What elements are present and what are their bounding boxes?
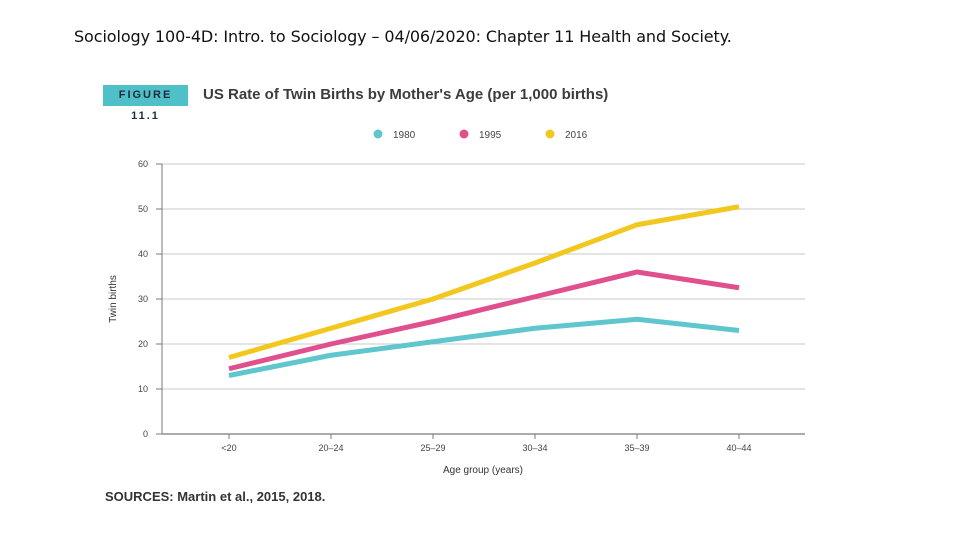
legend-label: 1995 [479,130,502,141]
y-tick-label: 40 [138,249,148,259]
y-axis-ticks: 0 10 20 30 40 50 60 [138,159,162,439]
x-tick-label: 30–34 [522,443,547,453]
series-line-2016 [228,204,740,360]
figure-title: US Rate of Twin Births by Mother's Age (… [203,86,609,103]
x-tick-label: 40–44 [726,443,751,453]
legend-label: 1980 [393,130,416,141]
legend-swatch [459,129,469,139]
chart-series-lines [228,204,740,378]
figure-sources: SOURCES: Martin et al., 2015, 2018. [105,489,326,504]
chart-gridlines [161,163,805,435]
legend-item-2016: 2016 [545,129,588,141]
x-tick-label: 35–39 [624,443,649,453]
legend-swatch [373,129,383,139]
legend-swatch [545,129,555,139]
series-line-1995 [228,269,740,372]
y-tick-label: 10 [138,384,148,394]
y-tick-label: 0 [143,429,148,439]
legend-label: 2016 [565,130,588,141]
chart-legend: 1980 1995 2016 [373,129,588,141]
series-line-1980 [228,316,740,378]
x-tick-label: 25–29 [420,443,445,453]
x-axis-label: Age group (years) [443,465,523,476]
x-axis-ticks: <20 20–24 25–29 30–34 35–39 40–44 [221,434,752,453]
legend-item-1980: 1980 [373,129,416,141]
x-tick-label: 20–24 [318,443,343,453]
y-tick-label: 30 [138,294,148,304]
y-tick-label: 20 [138,339,148,349]
legend-item-1995: 1995 [459,129,502,141]
figure-badge: FIGURE 11.1 [103,85,188,122]
slide-title: Sociology 100-4D: Intro. to Sociology – … [74,27,732,46]
y-axis-label: Twin births [108,275,119,323]
y-tick-label: 60 [138,159,148,169]
x-tick-label: <20 [221,443,236,453]
y-tick-label: 50 [138,204,148,214]
